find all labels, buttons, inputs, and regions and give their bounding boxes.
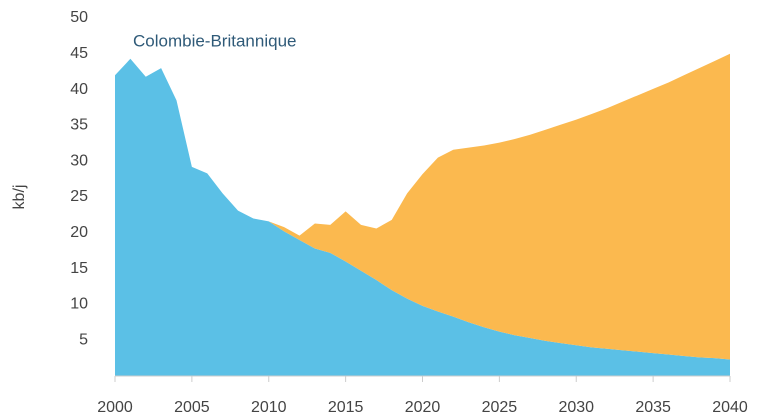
y-tick-label: 40 xyxy=(70,81,88,98)
x-tick-label: 2025 xyxy=(482,399,518,416)
y-tick-label: 25 xyxy=(70,188,88,205)
x-tick-label: 2035 xyxy=(635,399,671,416)
y-tick-label: 50 xyxy=(70,9,88,26)
y-tick-label: 30 xyxy=(70,152,88,169)
y-tick-label: 10 xyxy=(70,296,88,313)
y-axis-label: kb/j xyxy=(11,185,28,210)
x-tick-label: 2005 xyxy=(174,399,210,416)
area xyxy=(115,53,730,360)
x-tick-label: 2010 xyxy=(251,399,287,416)
y-tick-label: 15 xyxy=(70,260,88,277)
y-tick-label: 45 xyxy=(70,45,88,62)
area xyxy=(115,58,730,376)
x-tick-label: 2020 xyxy=(405,399,441,416)
y-tick-label: 20 xyxy=(70,224,88,241)
annotation: Colombie-Britannique xyxy=(133,31,296,50)
y-tick-label: 35 xyxy=(70,117,88,134)
y-tick-label: 5 xyxy=(79,331,88,348)
x-tick-label: 2000 xyxy=(97,399,133,416)
x-tick-label: 2015 xyxy=(328,399,364,416)
x-tick-label: 2030 xyxy=(558,399,594,416)
x-tick-label: 2040 xyxy=(712,399,748,416)
